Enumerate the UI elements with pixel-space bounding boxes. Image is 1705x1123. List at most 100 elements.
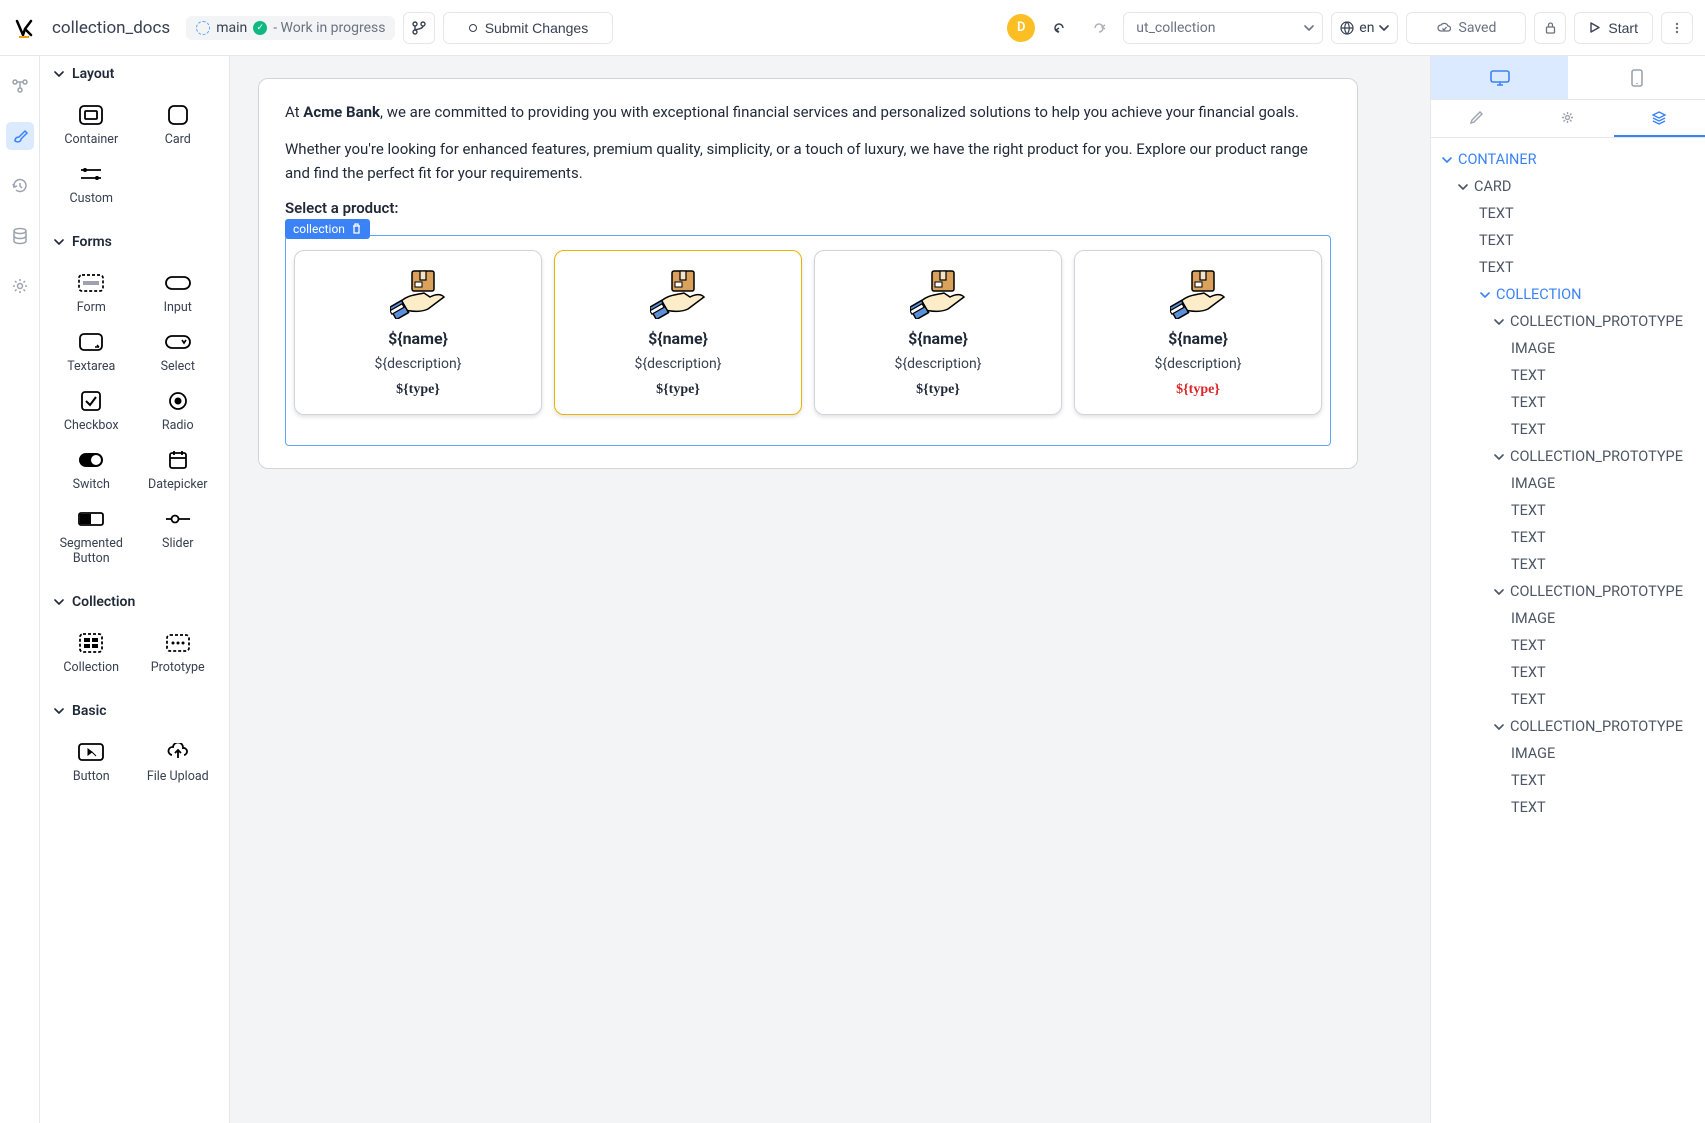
git-branch-button[interactable] bbox=[403, 12, 435, 44]
tree-text[interactable]: TEXT bbox=[1435, 794, 1701, 821]
tree-container[interactable]: CONTAINER bbox=[1435, 146, 1701, 173]
comp-container[interactable]: Container bbox=[48, 98, 135, 153]
rail-design[interactable] bbox=[6, 122, 34, 150]
comp-card[interactable]: Card bbox=[135, 98, 222, 153]
comp-form[interactable]: Form bbox=[48, 266, 135, 321]
dropdown-value: ut_collection bbox=[1136, 20, 1215, 36]
undo-button[interactable] bbox=[1043, 12, 1075, 44]
redo-button[interactable] bbox=[1083, 12, 1115, 44]
section-layout[interactable]: Layout bbox=[40, 56, 229, 92]
collection-box[interactable]: ${name} ${description} ${type} ${name} $… bbox=[285, 235, 1331, 446]
tree-collection-prototype[interactable]: COLLECTION_PROTOTYPE bbox=[1435, 308, 1701, 335]
comp-fileupload[interactable]: File Upload bbox=[135, 735, 222, 790]
tab-props[interactable] bbox=[1522, 100, 1613, 137]
tree-text[interactable]: TEXT bbox=[1435, 632, 1701, 659]
tab-mobile[interactable] bbox=[1568, 56, 1705, 99]
product-card[interactable]: ${name} ${description} ${type} bbox=[1074, 250, 1322, 415]
comp-custom[interactable]: Custom bbox=[48, 157, 135, 212]
tree-text[interactable]: TEXT bbox=[1435, 686, 1701, 713]
comp-select[interactable]: Select bbox=[135, 325, 222, 380]
submit-changes-button[interactable]: Submit Changes bbox=[443, 12, 613, 44]
comp-label: Input bbox=[164, 300, 192, 315]
tree-text[interactable]: TEXT bbox=[1435, 524, 1701, 551]
tree-card[interactable]: CARD bbox=[1435, 173, 1701, 200]
tree-text[interactable]: TEXT bbox=[1435, 551, 1701, 578]
component-panel: Layout Container Card Custom Forms Form … bbox=[40, 56, 230, 1123]
tree-text[interactable]: TEXT bbox=[1435, 200, 1701, 227]
language-select[interactable]: en bbox=[1331, 12, 1398, 44]
tree-image[interactable]: IMAGE bbox=[1435, 605, 1701, 632]
section-collection[interactable]: Collection bbox=[40, 584, 229, 620]
app-logo[interactable] bbox=[12, 16, 36, 40]
tree-image[interactable]: IMAGE bbox=[1435, 470, 1701, 497]
product-type: ${type} bbox=[1176, 382, 1220, 398]
test-dropdown[interactable]: ut_collection bbox=[1123, 12, 1323, 44]
tree-text[interactable]: TEXT bbox=[1435, 227, 1701, 254]
section-label: Collection bbox=[72, 594, 135, 610]
product-card[interactable]: ${name} ${description} ${type} bbox=[814, 250, 1062, 415]
product-card[interactable]: ${name} ${description} ${type} bbox=[294, 250, 542, 415]
tree-text[interactable]: TEXT bbox=[1435, 362, 1701, 389]
tree-text[interactable]: TEXT bbox=[1435, 497, 1701, 524]
tab-desktop[interactable] bbox=[1431, 56, 1568, 99]
workflow-icon bbox=[11, 77, 29, 95]
tree-text[interactable]: TEXT bbox=[1435, 254, 1701, 281]
comp-button[interactable]: Button bbox=[48, 735, 135, 790]
rail-history[interactable] bbox=[6, 172, 34, 200]
trash-icon[interactable] bbox=[351, 223, 362, 234]
tool-tabs bbox=[1431, 100, 1705, 138]
tree-text[interactable]: TEXT bbox=[1435, 416, 1701, 443]
section-basic[interactable]: Basic bbox=[40, 693, 229, 729]
branch-name: main bbox=[216, 20, 247, 36]
comp-label: Switch bbox=[73, 477, 110, 492]
record-icon bbox=[469, 24, 477, 32]
comp-prototype[interactable]: Prototype bbox=[135, 626, 222, 681]
product-description: ${description} bbox=[1155, 356, 1242, 372]
canvas[interactable]: At Acme Bank, we are committed to provid… bbox=[230, 56, 1430, 1123]
comp-input[interactable]: Input bbox=[135, 266, 222, 321]
tree-collection-prototype[interactable]: COLLECTION_PROTOTYPE bbox=[1435, 443, 1701, 470]
tree-collection[interactable]: COLLECTION bbox=[1435, 281, 1701, 308]
comp-checkbox[interactable]: Checkbox bbox=[48, 384, 135, 439]
file-name: collection_docs bbox=[52, 18, 170, 38]
product-card[interactable]: ${name} ${description} ${type} bbox=[554, 250, 802, 415]
tree-image[interactable]: IMAGE bbox=[1435, 740, 1701, 767]
globe-icon bbox=[1340, 21, 1354, 35]
tree-text[interactable]: TEXT bbox=[1435, 659, 1701, 686]
tree-text[interactable]: TEXT bbox=[1435, 389, 1701, 416]
git-branch-icon bbox=[412, 21, 426, 35]
tab-edit[interactable] bbox=[1431, 100, 1522, 137]
comp-datepicker[interactable]: Datepicker bbox=[135, 443, 222, 498]
lock-button[interactable] bbox=[1534, 12, 1566, 44]
more-menu-button[interactable] bbox=[1661, 12, 1693, 44]
section-label: Basic bbox=[72, 703, 107, 719]
collection-selection-tag[interactable]: collection bbox=[285, 219, 370, 239]
layer-tree: CONTAINER CARD TEXT TEXT TEXT COLLECTION… bbox=[1431, 138, 1705, 1123]
user-avatar[interactable]: D bbox=[1007, 14, 1035, 42]
rail-data[interactable] bbox=[6, 222, 34, 250]
tree-collection-prototype[interactable]: COLLECTION_PROTOTYPE bbox=[1435, 578, 1701, 605]
tree-image[interactable]: IMAGE bbox=[1435, 335, 1701, 362]
tree-text[interactable]: TEXT bbox=[1435, 767, 1701, 794]
artboard-container[interactable]: At Acme Bank, we are committed to provid… bbox=[258, 78, 1358, 469]
tab-layers[interactable] bbox=[1614, 100, 1705, 137]
play-icon bbox=[1589, 22, 1600, 33]
comp-label: Custom bbox=[69, 191, 113, 206]
comp-label: Datepicker bbox=[148, 477, 207, 492]
comp-collection[interactable]: Collection bbox=[48, 626, 135, 681]
rail-settings[interactable] bbox=[6, 272, 34, 300]
section-forms[interactable]: Forms bbox=[40, 224, 229, 260]
product-description: ${description} bbox=[895, 356, 982, 372]
comp-slider[interactable]: Slider bbox=[135, 502, 222, 572]
start-button[interactable]: Start bbox=[1574, 12, 1653, 44]
comp-switch[interactable]: Switch bbox=[48, 443, 135, 498]
tree-collection-prototype[interactable]: COLLECTION_PROTOTYPE bbox=[1435, 713, 1701, 740]
branch-pill[interactable]: main ✓ - Work in progress bbox=[186, 16, 395, 40]
chevron-down-icon bbox=[54, 69, 64, 79]
comp-textarea[interactable]: Textarea bbox=[48, 325, 135, 380]
chevron-down-icon bbox=[54, 237, 64, 247]
comp-segmented[interactable]: Segmented Button bbox=[48, 502, 135, 572]
comp-radio[interactable]: Radio bbox=[135, 384, 222, 439]
rail-workflow[interactable] bbox=[6, 72, 34, 100]
lock-icon bbox=[1544, 21, 1557, 34]
